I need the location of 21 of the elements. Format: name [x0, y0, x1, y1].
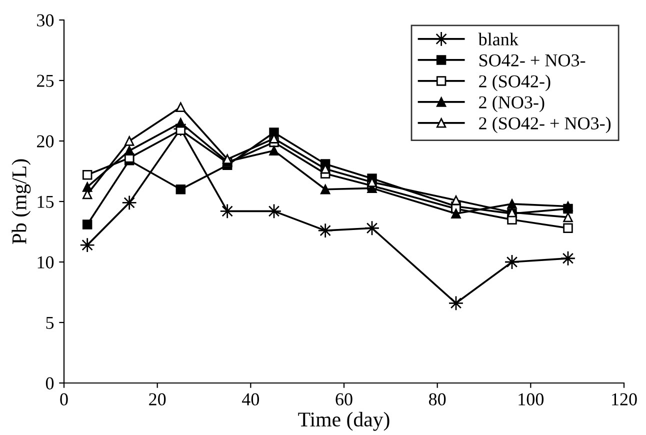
y-tick-label: 0 [46, 377, 54, 390]
x-tick-label: 80 [428, 393, 446, 406]
y-tick-label: 5 [46, 316, 54, 329]
x-tick-label: 100 [518, 393, 544, 406]
y-tick-label: 25 [37, 74, 54, 87]
x-tick-label: 20 [149, 393, 166, 406]
legend-label: 2 (SO42- + NO3-) [479, 116, 611, 134]
y-tick-label: 30 [37, 14, 54, 26]
y-axis-title: Pb (mg/L) [12, 159, 31, 244]
y-tick-label: 15 [38, 196, 54, 208]
legend-label: blank [478, 32, 518, 46]
legend-label: 2 (SO42-) [479, 74, 550, 92]
x-tick-label: 40 [242, 393, 260, 406]
x-tick-label: 0 [60, 393, 68, 406]
x-axis-title: Time (day) [298, 412, 390, 431]
legend-label: SO42- + NO3- [480, 54, 586, 66]
y-tick-label: 20 [37, 135, 54, 148]
x-tick-label: 120 [612, 393, 637, 406]
y-tick-label: 10 [38, 256, 54, 268]
legend-label: 2 (NO3-) [479, 96, 544, 112]
x-tick-label: 60 [336, 393, 352, 406]
